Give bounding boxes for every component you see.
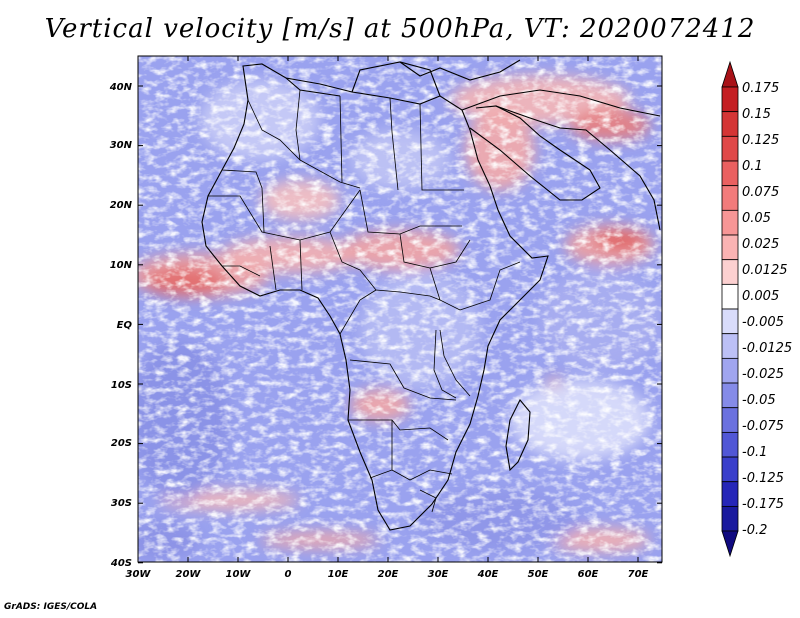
colorbar-swatch [721, 86, 739, 113]
lat-label: 10S [111, 380, 132, 391]
lat-label: EQ [117, 320, 133, 331]
colorbar-label: 0.15 [742, 107, 771, 122]
colorbar-swatch [721, 456, 739, 483]
colorbar-label: 0.125 [742, 133, 779, 148]
lon-label: 70E [628, 569, 649, 580]
colorbar-swatch [721, 259, 739, 285]
colorbar-label: -0.005 [742, 315, 784, 330]
lon-label: 10W [226, 569, 252, 580]
lon-label: 50E [528, 569, 549, 580]
colorbar-swatch [721, 357, 739, 384]
lat-label: 20N [110, 200, 133, 211]
lon-label: 30W [126, 569, 152, 580]
colorbar-swatch [721, 111, 739, 137]
colorbar-label: 0.1 [742, 159, 763, 174]
colorbar-label: 0.175 [742, 81, 779, 96]
lat-label: 40N [109, 82, 133, 93]
colorbar-label: -0.05 [742, 393, 776, 408]
colorbar-swatch [721, 185, 739, 211]
lat-label: 30N [110, 140, 133, 151]
colorbar-swatch [721, 431, 739, 458]
velocity-field [138, 56, 662, 562]
lat-label: 20S [111, 438, 132, 449]
colorbar-swatch [721, 135, 739, 162]
longitude-axis: 30W 20W 10W 0 10E 20E 30E 40E 50E 60E 70… [126, 569, 649, 580]
colorbar-label: -0.175 [742, 497, 784, 512]
lon-label: 20W [176, 569, 202, 580]
colorbar-label: 0.0125 [742, 263, 788, 278]
colorbar-swatch [721, 333, 739, 359]
map-title: Vertical velocity [m/s] at 500hPa, VT: 2… [44, 14, 756, 44]
africa-coastline [201, 59, 661, 531]
lat-label: 30S [111, 498, 132, 509]
grads-credit: GrADS: IGES/COLA [4, 602, 98, 612]
colorbar-label: 0.05 [742, 211, 771, 226]
colorbar-label: -0.075 [742, 419, 784, 434]
colorbar-swatch [721, 160, 739, 187]
colorbar: 0.175 0.15 0.125 0.1 0.075 0.05 0.025 0.… [721, 60, 792, 558]
plot-frame [137, 55, 663, 563]
colorbar-swatch [721, 209, 739, 236]
colorbar-swatch [721, 234, 739, 261]
lat-label: 10N [110, 260, 133, 271]
colorbar-label: 0.005 [742, 289, 779, 304]
colorbar-swatch [721, 481, 739, 507]
colorbar-label: -0.1 [742, 445, 767, 460]
lon-label: 60E [578, 569, 599, 580]
colorbar-label: -0.2 [742, 523, 767, 538]
colorbar-min-arrow [721, 530, 739, 558]
colorbar-label: -0.0125 [742, 341, 792, 356]
colorbar-swatch [721, 382, 739, 409]
latitude-axis: 40N 30N 20N 10N EQ 10S 20S 30S 40S [109, 82, 133, 569]
colorbar-label: 0.025 [742, 237, 779, 252]
lon-label: 40E [477, 569, 499, 580]
axis-ticks [137, 56, 662, 564]
colorbar-max-arrow [721, 60, 739, 88]
lon-label: 30E [428, 569, 449, 580]
colorbar-swatch [721, 283, 739, 310]
lon-label: 10E [328, 569, 349, 580]
lon-label: 0 [285, 569, 292, 580]
colorbar-swatch [721, 407, 739, 433]
colorbar-swatch [721, 308, 739, 335]
colorbar-label: -0.025 [742, 367, 784, 382]
colorbar-label: -0.125 [742, 471, 784, 486]
lon-label: 20E [378, 569, 399, 580]
country-borders [208, 89, 521, 513]
lat-label: 40S [110, 558, 132, 569]
colorbar-label: 0.075 [742, 185, 779, 200]
colorbar-swatch [721, 505, 739, 532]
